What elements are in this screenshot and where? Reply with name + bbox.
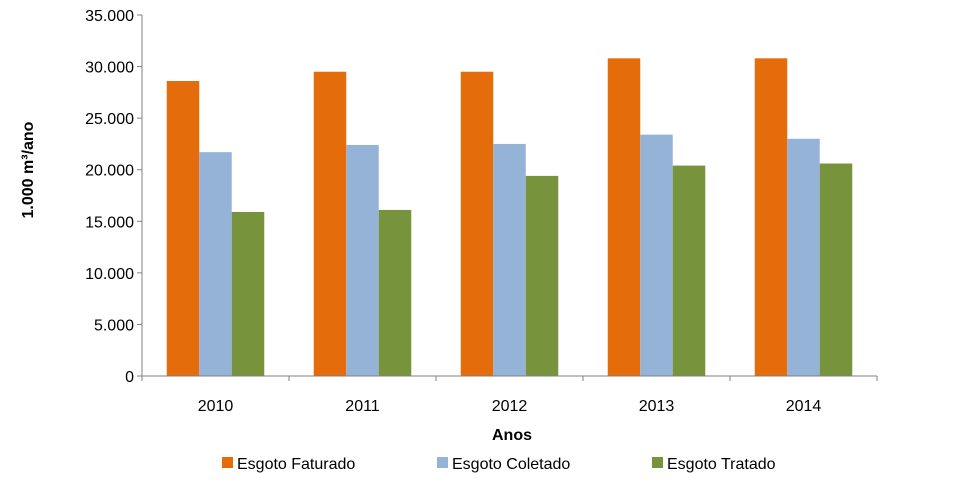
y-tick-label: 5.000: [94, 317, 134, 334]
legend-swatch-esgoto-coletado: [437, 457, 448, 468]
y-tick-label: 20.000: [85, 163, 134, 180]
legend-label: Esgoto Faturado: [237, 456, 355, 473]
bar-esgoto-faturado-2014: [754, 58, 788, 376]
y-tick-label: 10.000: [85, 266, 134, 283]
bar-esgoto-coletado-2012: [493, 143, 526, 376]
bar-esgoto-tratado-2014: [819, 163, 853, 376]
x-tick-label: 2014: [786, 398, 822, 415]
legend-label: Esgoto Tratado: [667, 456, 776, 473]
legend-swatch-esgoto-tratado: [652, 457, 663, 468]
bar-esgoto-tratado-2013: [672, 165, 706, 376]
y-tick-label: 30.000: [85, 60, 134, 77]
bar-esgoto-faturado-2012: [460, 71, 494, 376]
bar-esgoto-coletado-2014: [787, 138, 820, 376]
y-tick-label: 25.000: [85, 111, 134, 128]
y-axis-title: 1.000 m³/ano: [20, 121, 37, 218]
y-tick-label: 35.000: [85, 8, 134, 25]
x-tick-label: 2010: [198, 398, 234, 415]
bar-esgoto-tratado-2011: [378, 209, 412, 376]
x-tick-label: 2013: [639, 398, 675, 415]
bar-esgoto-coletado-2010: [199, 152, 232, 376]
bar-esgoto-faturado-2013: [607, 58, 641, 376]
legend: Esgoto Faturado Esgoto Coletado Esgoto Tra…: [222, 456, 776, 473]
bars-group: [166, 58, 853, 377]
x-tick-label: 2011: [345, 398, 380, 415]
y-tick-label: 0: [125, 369, 134, 386]
bar-esgoto-coletado-2011: [346, 144, 379, 376]
bar-esgoto-faturado-2011: [313, 71, 347, 376]
bar-esgoto-tratado-2010: [231, 212, 265, 376]
legend-swatch-esgoto-faturado: [222, 457, 233, 468]
legend-label: Esgoto Coletado: [452, 456, 570, 473]
x-axis-title: Anos: [492, 427, 532, 444]
bar-esgoto-coletado-2013: [640, 134, 673, 376]
y-tick-label: 15.000: [85, 214, 134, 231]
bar-esgoto-faturado-2010: [166, 81, 200, 377]
y-axis-ticks: 0 5.000 10.000 15.000 20.000 25.000 30.000 35.0…: [85, 8, 142, 386]
x-axis-ticks: 2010 2011 2012 2013 2014: [141, 376, 878, 415]
bar-esgoto-tratado-2012: [525, 175, 559, 376]
x-tick-label: 2012: [492, 398, 528, 415]
